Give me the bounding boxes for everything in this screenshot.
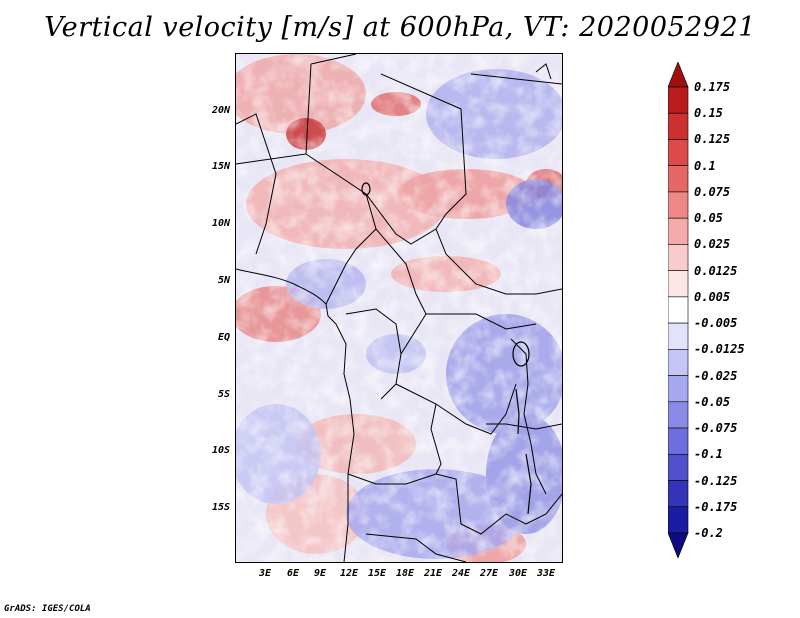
lon-tick-label: 9E — [313, 568, 327, 579]
colorbar-level-label: 0.0125 — [694, 263, 738, 278]
colorbar-swatch — [668, 270, 689, 298]
lat-tick-label: 15N — [211, 161, 230, 172]
grads-credit: GrADS: IGES/COLA — [4, 604, 91, 614]
colorbar-swatch — [668, 139, 689, 167]
colorbar-swatch — [668, 349, 689, 376]
lat-tick-label: 10N — [211, 218, 230, 229]
lon-tick-label: 15E — [367, 568, 387, 579]
colorbar — [668, 62, 689, 559]
lon-tick-label: 18E — [395, 568, 415, 579]
colorbar-level-label: 0.15 — [694, 106, 723, 121]
colorbar-swatch — [668, 532, 689, 559]
lat-tick-label: 5S — [217, 389, 230, 400]
lon-tick-label: 6E — [286, 568, 300, 579]
colorbar-swatch — [668, 375, 689, 403]
colorbar-level-label: -0.025 — [694, 368, 738, 383]
colorbar-level-label: 0.005 — [694, 289, 731, 304]
colorbar-level-label: 0.175 — [694, 80, 731, 94]
colorbar-swatch — [668, 506, 689, 534]
lat-tick-label: 5N — [217, 275, 230, 286]
colorbar-level-label: 0.025 — [694, 237, 731, 252]
colorbar-swatch — [668, 112, 689, 140]
lat-tick-label: 10S — [211, 445, 230, 456]
colorbar-swatch — [668, 322, 689, 350]
colorbar-level-label: 0.05 — [694, 211, 723, 226]
lon-tick-label: 27E — [479, 568, 499, 579]
colorbar-swatch — [668, 217, 689, 245]
colorbar-level-label: -0.075 — [694, 421, 738, 436]
lon-tick-label: 30E — [508, 568, 528, 579]
colorbar-swatch — [668, 62, 689, 88]
lon-tick-label: 33E — [536, 568, 556, 579]
colorbar-level-label: -0.0125 — [694, 342, 745, 357]
colorbar-swatch — [668, 165, 689, 193]
lon-tick-label: 21E — [423, 568, 443, 579]
map-title: Vertical velocity [m/s] at 600hPa, VT: 2… — [44, 12, 756, 43]
lakes — [361, 182, 532, 515]
map-plot-area — [235, 53, 563, 563]
colorbar-swatch — [668, 296, 689, 324]
colorbar-level-label: -0.05 — [694, 394, 731, 409]
colorbar-level-label: 0.075 — [694, 184, 731, 199]
lat-tick-label: 15S — [211, 502, 230, 513]
colorbar-swatch — [668, 191, 689, 219]
colorbar-level-label: 0.1 — [694, 158, 716, 173]
colorbar-swatch — [668, 244, 689, 271]
lon-tick-label: 12E — [339, 568, 359, 579]
colorbar-swatch — [668, 86, 689, 114]
lat-tick-label: EQ — [217, 332, 230, 343]
colorbar-level-label: -0.1 — [694, 447, 723, 462]
colorbar-level-label: -0.175 — [694, 499, 738, 514]
colorbar-swatch — [668, 480, 689, 508]
colorbar-swatch — [668, 427, 689, 455]
colorbar-swatch — [668, 453, 689, 481]
colorbar-level-label: 0.125 — [694, 132, 731, 147]
colorbar-level-label: -0.125 — [694, 473, 738, 488]
colorbar-swatch — [668, 401, 689, 429]
colorbar-level-label: -0.2 — [694, 526, 723, 540]
vertical-velocity-field — [236, 54, 562, 562]
lon-tick-label: 3E — [258, 568, 272, 579]
colorbar-level-label: -0.005 — [694, 316, 738, 331]
country-borders — [236, 54, 562, 562]
lon-tick-label: 24E — [451, 568, 471, 579]
lat-tick-label: 20N — [211, 105, 230, 116]
